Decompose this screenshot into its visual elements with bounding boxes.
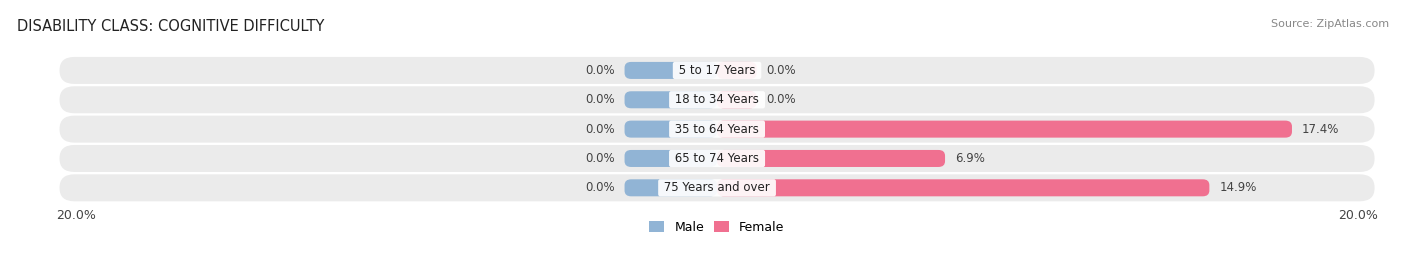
Text: 0.0%: 0.0% [766, 93, 796, 106]
FancyBboxPatch shape [624, 91, 717, 108]
FancyBboxPatch shape [624, 121, 717, 138]
FancyBboxPatch shape [624, 150, 717, 167]
Text: 6.9%: 6.9% [955, 152, 984, 165]
FancyBboxPatch shape [59, 86, 1375, 113]
FancyBboxPatch shape [59, 145, 1375, 172]
Text: 0.0%: 0.0% [585, 123, 614, 136]
Text: 0.0%: 0.0% [585, 152, 614, 165]
FancyBboxPatch shape [59, 57, 1375, 84]
FancyBboxPatch shape [717, 62, 756, 79]
FancyBboxPatch shape [624, 179, 717, 196]
Text: 0.0%: 0.0% [766, 64, 796, 77]
Text: 65 to 74 Years: 65 to 74 Years [671, 152, 763, 165]
Text: 75 Years and over: 75 Years and over [661, 181, 773, 194]
Text: Source: ZipAtlas.com: Source: ZipAtlas.com [1271, 19, 1389, 29]
Text: 20.0%: 20.0% [1339, 209, 1378, 222]
FancyBboxPatch shape [717, 121, 1292, 138]
Text: 0.0%: 0.0% [585, 64, 614, 77]
Text: 20.0%: 20.0% [56, 209, 96, 222]
Legend: Male, Female: Male, Female [644, 216, 790, 239]
Text: 14.9%: 14.9% [1219, 181, 1257, 194]
Text: 5 to 17 Years: 5 to 17 Years [675, 64, 759, 77]
Text: 0.0%: 0.0% [585, 181, 614, 194]
Text: 17.4%: 17.4% [1302, 123, 1340, 136]
FancyBboxPatch shape [624, 62, 717, 79]
Text: DISABILITY CLASS: COGNITIVE DIFFICULTY: DISABILITY CLASS: COGNITIVE DIFFICULTY [17, 19, 325, 34]
FancyBboxPatch shape [59, 116, 1375, 143]
Text: 35 to 64 Years: 35 to 64 Years [671, 123, 763, 136]
FancyBboxPatch shape [717, 179, 1209, 196]
Text: 0.0%: 0.0% [585, 93, 614, 106]
FancyBboxPatch shape [717, 150, 945, 167]
Text: 18 to 34 Years: 18 to 34 Years [671, 93, 763, 106]
FancyBboxPatch shape [717, 91, 756, 108]
FancyBboxPatch shape [59, 174, 1375, 201]
